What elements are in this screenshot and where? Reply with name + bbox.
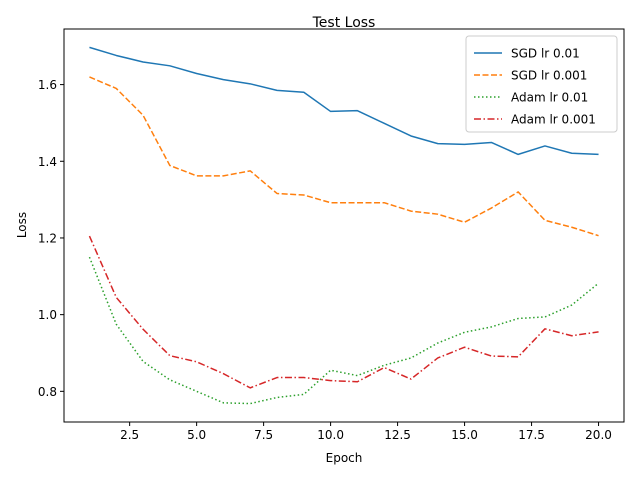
x-tick-label: 7.5 bbox=[254, 428, 273, 442]
plot-area bbox=[88, 46, 600, 405]
x-tick-label: 15.0 bbox=[451, 428, 478, 442]
legend: SGD lr 0.01 SGD lr 0.001 Adam lr 0.01 Adam … bbox=[465, 35, 618, 133]
x-tick-label: 17.5 bbox=[518, 428, 545, 442]
x-tick-label: 2.5 bbox=[120, 428, 139, 442]
x-tick-label: 12.5 bbox=[384, 428, 411, 442]
x-tick-label: 5.0 bbox=[187, 428, 206, 442]
y-tick-label: 1.0 bbox=[38, 308, 57, 322]
legend-label-2: SGD lr 0.001 bbox=[511, 69, 587, 83]
y-tick-label: 1.2 bbox=[38, 231, 57, 245]
series-line-3 bbox=[88, 256, 600, 405]
legend-label-3: Adam lr 0.01 bbox=[511, 91, 588, 105]
series-line-2 bbox=[89, 76, 599, 237]
y-tick-label: 1.6 bbox=[38, 78, 57, 92]
legend-label-4: Adam lr 0.001 bbox=[511, 113, 596, 127]
x-axis: 2.5 5.0 7.5 10.0 12.5 15.0 17.5 20.0 bbox=[120, 422, 612, 442]
legend-label-1: SGD lr 0.01 bbox=[511, 47, 580, 61]
axes-frame bbox=[63, 28, 625, 423]
chart-title: Test Loss bbox=[312, 15, 376, 31]
series-line-1 bbox=[89, 46, 599, 156]
y-tick-label: 0.8 bbox=[38, 385, 57, 399]
series-line-4 bbox=[88, 235, 599, 389]
y-axis: 0.8 1.0 1.2 1.4 1.6 bbox=[38, 78, 64, 399]
x-axis-label: Epoch bbox=[326, 451, 363, 465]
x-tick-label: 10.0 bbox=[317, 428, 344, 442]
y-axis-label: Loss bbox=[15, 212, 29, 238]
x-tick-label: 20.0 bbox=[585, 428, 612, 442]
y-tick-label: 1.4 bbox=[38, 155, 57, 169]
legend-box bbox=[465, 35, 618, 133]
